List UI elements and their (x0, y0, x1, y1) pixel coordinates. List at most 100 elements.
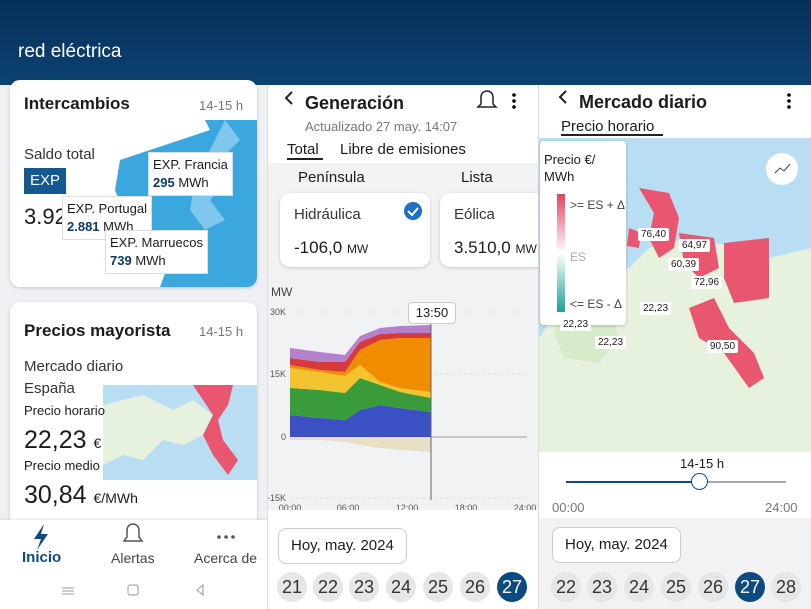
shape (224, 535, 228, 539)
day-button[interactable]: 28 (771, 572, 801, 602)
area (290, 333, 431, 372)
page-title: Generación (305, 93, 405, 113)
right-header (539, 85, 811, 138)
price-label: 76,40 (638, 228, 670, 241)
day-button[interactable]: 27 (497, 572, 527, 602)
shape (774, 163, 791, 174)
time-label: 14-15 h (199, 98, 244, 113)
shape (639, 188, 679, 258)
price-label: 72,96 (691, 276, 723, 289)
value: 3.510,0 (454, 238, 511, 257)
value: 22,23 (24, 426, 87, 454)
shape (558, 90, 567, 104)
tooltip-label: EXP. Marruecos (110, 235, 203, 250)
view-toggle[interactable]: Lista (461, 169, 493, 186)
shape (217, 535, 221, 539)
prices-map (103, 385, 257, 480)
nav-icons (34, 523, 235, 597)
country-label: España (24, 380, 75, 397)
price-label: 22,23 (595, 336, 627, 349)
middle-icons (284, 90, 516, 160)
cursor-label: 13:50 (408, 302, 456, 324)
tooltip-label: EXP. Portugal (67, 201, 147, 216)
tooltip-value: 295 (153, 175, 175, 190)
slider-fill (566, 481, 700, 483)
y-tick-label: 30K (270, 307, 286, 317)
day-button[interactable]: 21 (277, 572, 307, 602)
right-icons (558, 90, 791, 136)
unit: € (93, 435, 102, 451)
unit: MW (346, 242, 369, 256)
legend-mid: ES (570, 250, 587, 264)
legend-high: >= ES + Δ (570, 198, 626, 212)
day-button[interactable]: 25 (661, 572, 691, 602)
check-icon (404, 202, 422, 220)
page-title: Mercado diario (579, 92, 708, 112)
region-select[interactable]: Península (298, 169, 365, 186)
day-button[interactable]: 23 (587, 572, 617, 602)
shape (404, 202, 422, 220)
day-button[interactable]: 26 (698, 572, 728, 602)
date-picker[interactable]: Hoy, may. 2024 (552, 527, 681, 563)
day-button[interactable]: 23 (349, 572, 379, 602)
shape (724, 238, 769, 303)
day-button[interactable]: 22 (313, 572, 343, 602)
tooltip-label: EXP. Francia (153, 157, 228, 172)
shape (34, 524, 48, 550)
x-tick-label: 12:00 (396, 503, 419, 513)
day-button[interactable]: 27 (735, 572, 765, 602)
source-card (280, 193, 430, 267)
updated-label: Actualizado 27 may. 14:07 (305, 119, 458, 134)
axis-label: MW (271, 285, 293, 299)
legend-low: <= ES - Δ (570, 297, 623, 311)
slider-knob[interactable] (691, 473, 708, 490)
legend-gradient (557, 194, 565, 312)
brand: red eléctrica (18, 41, 122, 62)
shape (62, 587, 74, 595)
tab[interactable]: Libre de emisiones (340, 141, 466, 158)
x-tick-label: 24:00 (514, 503, 537, 513)
shape (284, 91, 293, 105)
nav-item[interactable]: Inicio (22, 549, 62, 566)
shape (193, 385, 238, 475)
shape (287, 158, 323, 160)
nav-item[interactable]: Acerca de (194, 550, 258, 566)
shape (512, 93, 516, 97)
legend-box (540, 141, 626, 325)
value: 30,84 (24, 481, 87, 509)
price-label: 90,50 (707, 340, 739, 353)
shape (787, 99, 791, 103)
area (290, 325, 431, 362)
source-name: Eólica (454, 206, 495, 223)
day-button[interactable]: 22 (551, 572, 581, 602)
divider (267, 85, 268, 609)
tab[interactable]: Total (287, 141, 319, 158)
day-button[interactable]: 25 (423, 572, 453, 602)
tooltip-value: 2.881 (67, 219, 100, 234)
day-button[interactable]: 24 (386, 572, 416, 602)
card-title: Intercambios (24, 94, 130, 113)
saldo-label: Saldo total (24, 146, 95, 163)
area (290, 365, 431, 398)
hourly-value: 22,23 € (24, 426, 101, 455)
shape (122, 523, 144, 542)
y-tick-label: 0 (281, 432, 286, 442)
card-title: Precios mayorista (24, 321, 171, 340)
day-button[interactable]: 24 (624, 572, 654, 602)
tooltip-unit: MWh (135, 253, 166, 268)
shape (512, 99, 516, 103)
price-label: 22,23 (560, 318, 592, 331)
tooltip-marruecos: EXP. Marruecos 739 MWh (105, 230, 208, 274)
date-picker[interactable]: Hoy, may. 2024 (278, 528, 407, 564)
time-label: 14-15 h (199, 324, 244, 339)
unit: €/MWh (93, 490, 138, 506)
y-tick-label: 15K (270, 369, 286, 379)
day-button[interactable]: 26 (460, 572, 490, 602)
source-name: Hidráulica (294, 206, 361, 223)
exp-badge: EXP (24, 168, 66, 194)
tab[interactable]: Precio horario (561, 118, 655, 135)
hourly-label: Precio horario (24, 403, 105, 418)
nav-item[interactable]: Alertas (111, 550, 155, 566)
shape (476, 90, 498, 108)
